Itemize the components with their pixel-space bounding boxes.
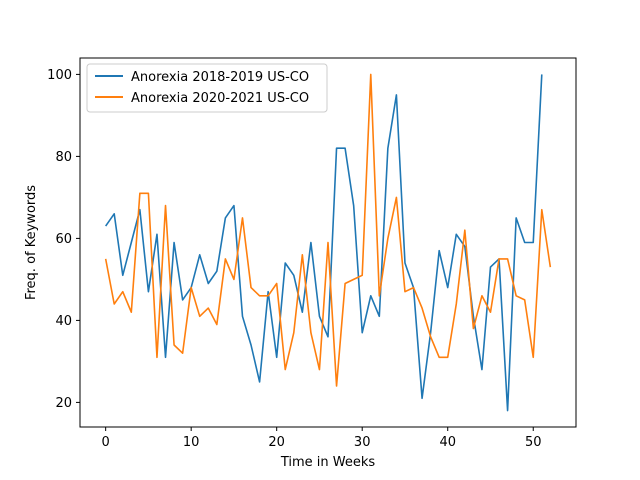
x-tick-label: 0 xyxy=(102,435,110,450)
y-axis: 20 40 60 80 100 xyxy=(47,68,80,411)
series-line-1 xyxy=(104,73,552,387)
x-axis: 0 10 20 30 40 50 xyxy=(102,427,542,450)
x-tick-label: 30 xyxy=(354,435,371,450)
y-tick-label: 80 xyxy=(55,150,72,165)
legend-box xyxy=(86,63,328,113)
y-tick-label: 100 xyxy=(47,68,72,83)
y-tick-label: 40 xyxy=(55,314,72,329)
legend-label-2018-2019: Anorexia 2018-2019 US-CO xyxy=(131,70,309,85)
plot-frame xyxy=(79,57,577,428)
legend: Anorexia 2018-2019 US-CO Anorexia 2020-2… xyxy=(86,63,328,113)
x-axis-label: Time in Weeks xyxy=(280,455,376,470)
series-line-0 xyxy=(105,74,543,412)
plot-lines xyxy=(104,73,552,412)
x-tick-label: 50 xyxy=(525,435,542,450)
x-tick-label: 40 xyxy=(439,435,456,450)
x-tick-label: 10 xyxy=(183,435,200,450)
y-tick-label: 20 xyxy=(55,396,72,411)
legend-label-2020-2021: Anorexia 2020-2021 US-CO xyxy=(131,91,309,106)
y-axis-label: Freq. of Keywords xyxy=(24,185,39,300)
y-tick-label: 60 xyxy=(55,232,72,247)
x-tick-label: 20 xyxy=(268,435,285,450)
